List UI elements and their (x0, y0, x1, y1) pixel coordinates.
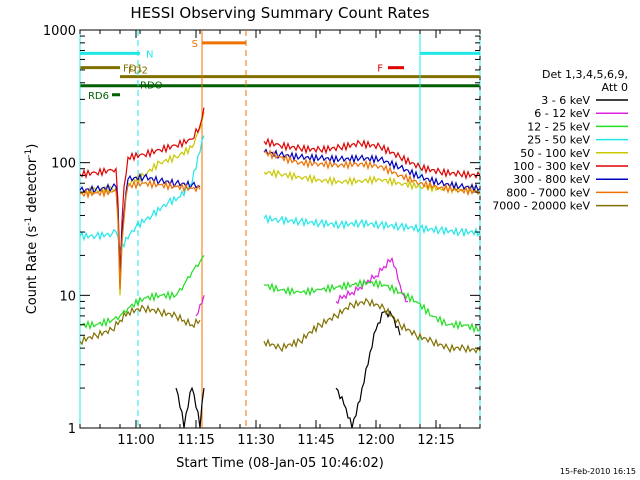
series-3 (79, 135, 481, 251)
series-5 (79, 107, 481, 276)
series-line-8-1 (263, 297, 481, 354)
series-line-4-0 (79, 112, 205, 296)
series-line-8-0 (79, 304, 201, 346)
series-line-1-0 (195, 295, 205, 317)
series-line-0-1 (335, 310, 401, 429)
flag-label-s: S (192, 39, 198, 50)
y-tick-label-2: 100 (51, 157, 76, 172)
y-axis-label: Count Rate (s-1 detector-1) (24, 144, 40, 315)
series-line-2-0 (79, 255, 205, 331)
series-line-6-1 (263, 148, 481, 194)
flag-label-f: F (377, 64, 383, 75)
series-line-5-1 (263, 137, 481, 181)
x-tick-label-2: 11:30 (237, 433, 274, 448)
flag-label-fd1: FD1 (123, 64, 143, 75)
series-6 (79, 148, 481, 285)
legend-header-line1: Det 1,3,4,5,6,9, (542, 68, 628, 81)
chart-title: HESSI Observing Summary Count Rates (130, 4, 429, 22)
series-line-3-0 (79, 135, 205, 251)
series-7 (79, 149, 481, 290)
legend-label-6: 300 - 800 keV (513, 173, 590, 186)
y-tick-label-0: 1 (68, 422, 76, 437)
series-2 (79, 255, 481, 334)
y-axis-label-sup: -1 (24, 217, 34, 226)
y-axis-label-tail: detector (25, 157, 40, 217)
series-line-7-0 (79, 178, 201, 290)
legend-label-8: 7000 - 20000 keV (492, 200, 590, 213)
x-tick-label-0: 11:00 (117, 433, 154, 448)
y-axis-label-sup2: -1 (24, 149, 34, 158)
legend-label-3: 25 - 50 keV (527, 134, 590, 147)
legend-label-0: 3 - 6 keV (541, 94, 590, 107)
legend-header-line2: Att 0 (602, 81, 628, 94)
x-tick-label-5: 12:15 (417, 433, 454, 448)
x-tick-label-4: 12:00 (357, 433, 394, 448)
y-tick-label-3: 1000 (43, 24, 76, 39)
series-line-1-1 (335, 256, 409, 305)
series-layer (79, 107, 481, 429)
series-line-4-1 (263, 168, 481, 196)
legend-label-4: 50 - 100 keV (520, 147, 590, 160)
series-line-2-1 (263, 278, 481, 334)
footer-date: 15-Feb-2010 16:15 (560, 467, 636, 476)
axis-layer: 11:00 11:15 11:30 11:45 12:00 12:15 1 10 100 1000 (43, 24, 481, 448)
series-8 (79, 297, 481, 354)
y-tick-label-1: 10 (59, 289, 76, 304)
flag-label-n: N (146, 49, 153, 60)
series-0 (175, 310, 401, 429)
series-line-6-0 (79, 172, 201, 285)
series-1 (195, 256, 409, 317)
series-line-5-0 (79, 107, 205, 276)
legend-label-7: 800 - 7000 keV (506, 186, 590, 199)
x-axis-label: Start Time (08-Jan-05 10:46:02) (176, 456, 384, 471)
y-axis-label-main: Count Rate (s (25, 226, 40, 315)
flag-label-rd6: RD6 (88, 91, 109, 102)
series-line-0-0 (175, 386, 205, 429)
y-axis-label-end: ) (25, 144, 40, 149)
x-tick-label-3: 11:45 (297, 433, 334, 448)
flag-label-rdo: RDO (140, 81, 163, 92)
legend-label-5: 100 - 300 keV (513, 160, 590, 173)
legend-label-1: 6 - 12 keV (534, 107, 590, 120)
series-line-3-1 (263, 213, 481, 238)
legend-label-2: 12 - 25 keV (527, 120, 590, 133)
x-tick-label-1: 11:15 (177, 433, 214, 448)
series-line-7-1 (263, 149, 481, 197)
